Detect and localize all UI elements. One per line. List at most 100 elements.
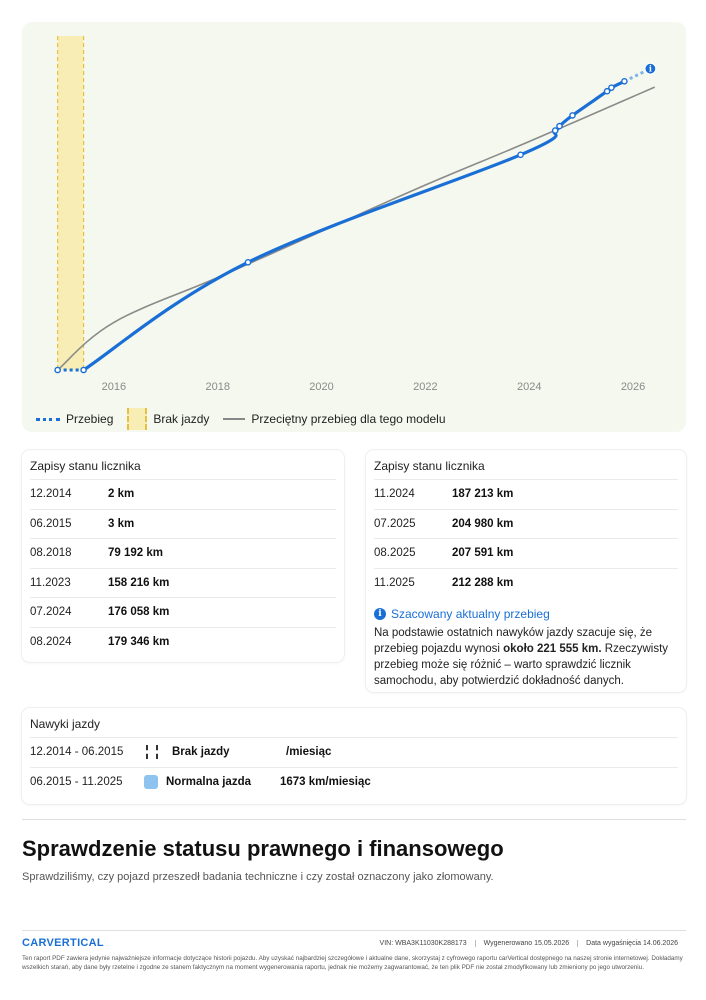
legend-average-label: Przeciętny przebieg dla tego modelu [251, 412, 446, 426]
odometer-date: 11.2023 [30, 576, 71, 589]
mileage-point [517, 151, 524, 159]
driving-habits-card: Nawyki jazdy 12.2014 - 06.2015 Brak jazdy… [22, 708, 686, 804]
odometer-row: 11.2024 187 213 km [374, 479, 678, 509]
x-tick-label: 2026 [621, 381, 645, 393]
mileage-point [244, 258, 252, 266]
odometer-date: 06.2015 [30, 517, 72, 530]
odometer-row: 07.2025 204 980 km [374, 508, 678, 539]
driving-habit-row: 06.2015 - 11.2025 Normalna jazda 1673 km/m… [30, 766, 678, 797]
odometer-value: 207 591 km [452, 547, 514, 560]
odometer-date: 07.2024 [30, 606, 72, 619]
estimate-info-icon: i [649, 64, 652, 74]
x-tick-label: 2024 [517, 381, 541, 393]
odometer-row: 07.2024 176 058 km [30, 597, 336, 627]
mileage-point [551, 127, 559, 134]
estimate-text-part2: Rzeczywisty przebieg może się różnić – w… [374, 643, 669, 687]
legend-average-swatch [223, 418, 246, 420]
estimate-text-part1: Na podstawie ostatnich nawyków jazdy sza… [374, 627, 653, 655]
x-tick-label: 2022 [413, 381, 437, 393]
chart-legend: Przebieg Brak jazdy Przeciętny przebieg … [36, 408, 460, 430]
odometer-date: 08.2025 [374, 547, 416, 560]
no-driving-icon [146, 745, 158, 760]
odometer-row: 11.2023 158 216 km [30, 567, 336, 598]
legend-item-mileage: Przebieg [36, 412, 113, 426]
legend-mileage-label: Przebieg [66, 412, 114, 426]
odometer-right-title: Zapisy stanu licznika [374, 459, 485, 473]
mileage-chart: i 2016 2018 2020 2022 2024 2026 [54, 36, 657, 393]
odometer-value: 176 058 km [108, 606, 170, 619]
x-tick-label: 2020 [309, 381, 333, 393]
odometer-date: 08.2024 [30, 635, 72, 648]
habit-value: /miesiąc [286, 746, 332, 759]
odometer-row: 12.2014 2 km [30, 479, 336, 509]
mileage-point [80, 366, 87, 374]
odometer-records-card-left: Zapisy stanu licznika 12.2014 2 km 06.2015… [22, 450, 344, 662]
odometer-value: 212 288 km [452, 576, 514, 589]
mileage-point [54, 366, 61, 374]
odometer-row: 11.2025 212 288 km [374, 567, 678, 598]
odometer-date: 11.2025 [374, 576, 415, 589]
footer: CARVERTICAL VIN: WBA3K11030K288173 Wygen… [22, 937, 686, 972]
odometer-date: 11.2024 [374, 488, 415, 501]
driving-habits-title: Nawyki jazdy [30, 717, 101, 731]
mileage-point [556, 122, 563, 130]
info-icon: i [374, 608, 386, 620]
estimate-value: około 221 555 km. [503, 643, 602, 655]
vin-text: VIN: WBA3K11030K288173 [379, 939, 467, 947]
section-divider [22, 819, 686, 820]
odometer-value: 187 213 km [452, 488, 514, 501]
mileage-chart-card: i 2016 2018 2020 2022 2024 2026 Przebieg Brak … [22, 22, 686, 432]
legal-section-title: Sprawdzenie statusu prawnego i finansowe… [22, 836, 504, 861]
odometer-value: 158 216 km [108, 576, 170, 589]
legend-item-no-driving: Brak jazdy [127, 408, 209, 430]
odometer-records-card-right: Zapisy stanu licznika 11.2024 187 213 km 0… [366, 450, 686, 692]
habit-label: Normalna jazda [166, 775, 251, 788]
report-meta: VIN: WBA3K11030K288173 Wygenerowano 15.0… [372, 939, 686, 947]
mileage-point [569, 112, 576, 119]
habit-period: 06.2015 - 11.2025 [30, 775, 123, 788]
odometer-value: 204 980 km [452, 517, 514, 530]
odometer-right-list: 11.2024 187 213 km 07.2025 204 980 km 08.202… [366, 479, 686, 597]
legend-no-driving-swatch [127, 408, 148, 430]
normal-driving-icon [144, 774, 158, 789]
legend-no-driving-label: Brak jazdy [153, 412, 210, 426]
odometer-row: 08.2024 179 346 km [30, 626, 336, 657]
odometer-row: 08.2025 207 591 km [374, 538, 678, 568]
footer-divider [22, 930, 686, 931]
x-tick-label: 2016 [102, 381, 126, 393]
expiry-date: Data wygaśnięcia 14.06.2026 [577, 939, 686, 947]
odometer-row: 06.2015 3 km [30, 508, 336, 539]
legal-section-subtitle: Sprawdziliśmy, czy pojazd przeszedł bada… [22, 871, 494, 883]
legend-item-average: Przeciętny przebieg dla tego modelu [223, 412, 446, 426]
generated-date: Wygenerowano 15.05.2026 [474, 939, 578, 947]
habit-label: Brak jazdy [172, 746, 230, 759]
carvertical-logo[interactable]: CARVERTICAL [22, 937, 104, 949]
odometer-value: 179 346 km [108, 635, 170, 648]
estimate-title: Szacowany aktualny przebieg [391, 607, 550, 621]
no-driving-band [57, 36, 84, 370]
odometer-left-title: Zapisy stanu licznika [30, 459, 141, 473]
odometer-date: 12.2014 [30, 488, 72, 501]
habit-value: 1673 km/miesiąc [280, 775, 371, 788]
mileage-line [81, 79, 627, 372]
odometer-value: 2 km [108, 488, 135, 501]
estimate-marker [644, 62, 657, 75]
legend-mileage-swatch [36, 417, 60, 421]
average-mileage-line [57, 86, 656, 371]
mileage-point [621, 77, 628, 85]
estimate-text: Na podstawie ostatnich nawyków jazdy sza… [374, 625, 678, 689]
mileage-point [603, 87, 611, 95]
odometer-value: 79 192 km [108, 547, 163, 560]
mileage-point [608, 84, 615, 91]
odometer-date: 08.2018 [30, 547, 72, 560]
x-tick-label: 2018 [205, 381, 229, 393]
driving-habits-list: 12.2014 - 06.2015 Brak jazdy/miesiąc 06.20… [22, 737, 686, 796]
odometer-date: 07.2025 [374, 517, 416, 530]
driving-habit-row: 12.2014 - 06.2015 Brak jazdy/miesiąc [30, 737, 678, 767]
odometer-left-list: 12.2014 2 km 06.2015 3 km 08.2018 79 192 km 11… [22, 479, 344, 656]
estimate-header: i Szacowany aktualny przebieg [374, 607, 678, 621]
disclaimer-text: Ten raport PDF zawiera jedynie najważnie… [22, 955, 683, 971]
odometer-row: 08.2018 79 192 km [30, 538, 336, 568]
odometer-value: 3 km [108, 517, 135, 530]
habit-period: 12.2014 - 06.2015 [30, 746, 124, 759]
